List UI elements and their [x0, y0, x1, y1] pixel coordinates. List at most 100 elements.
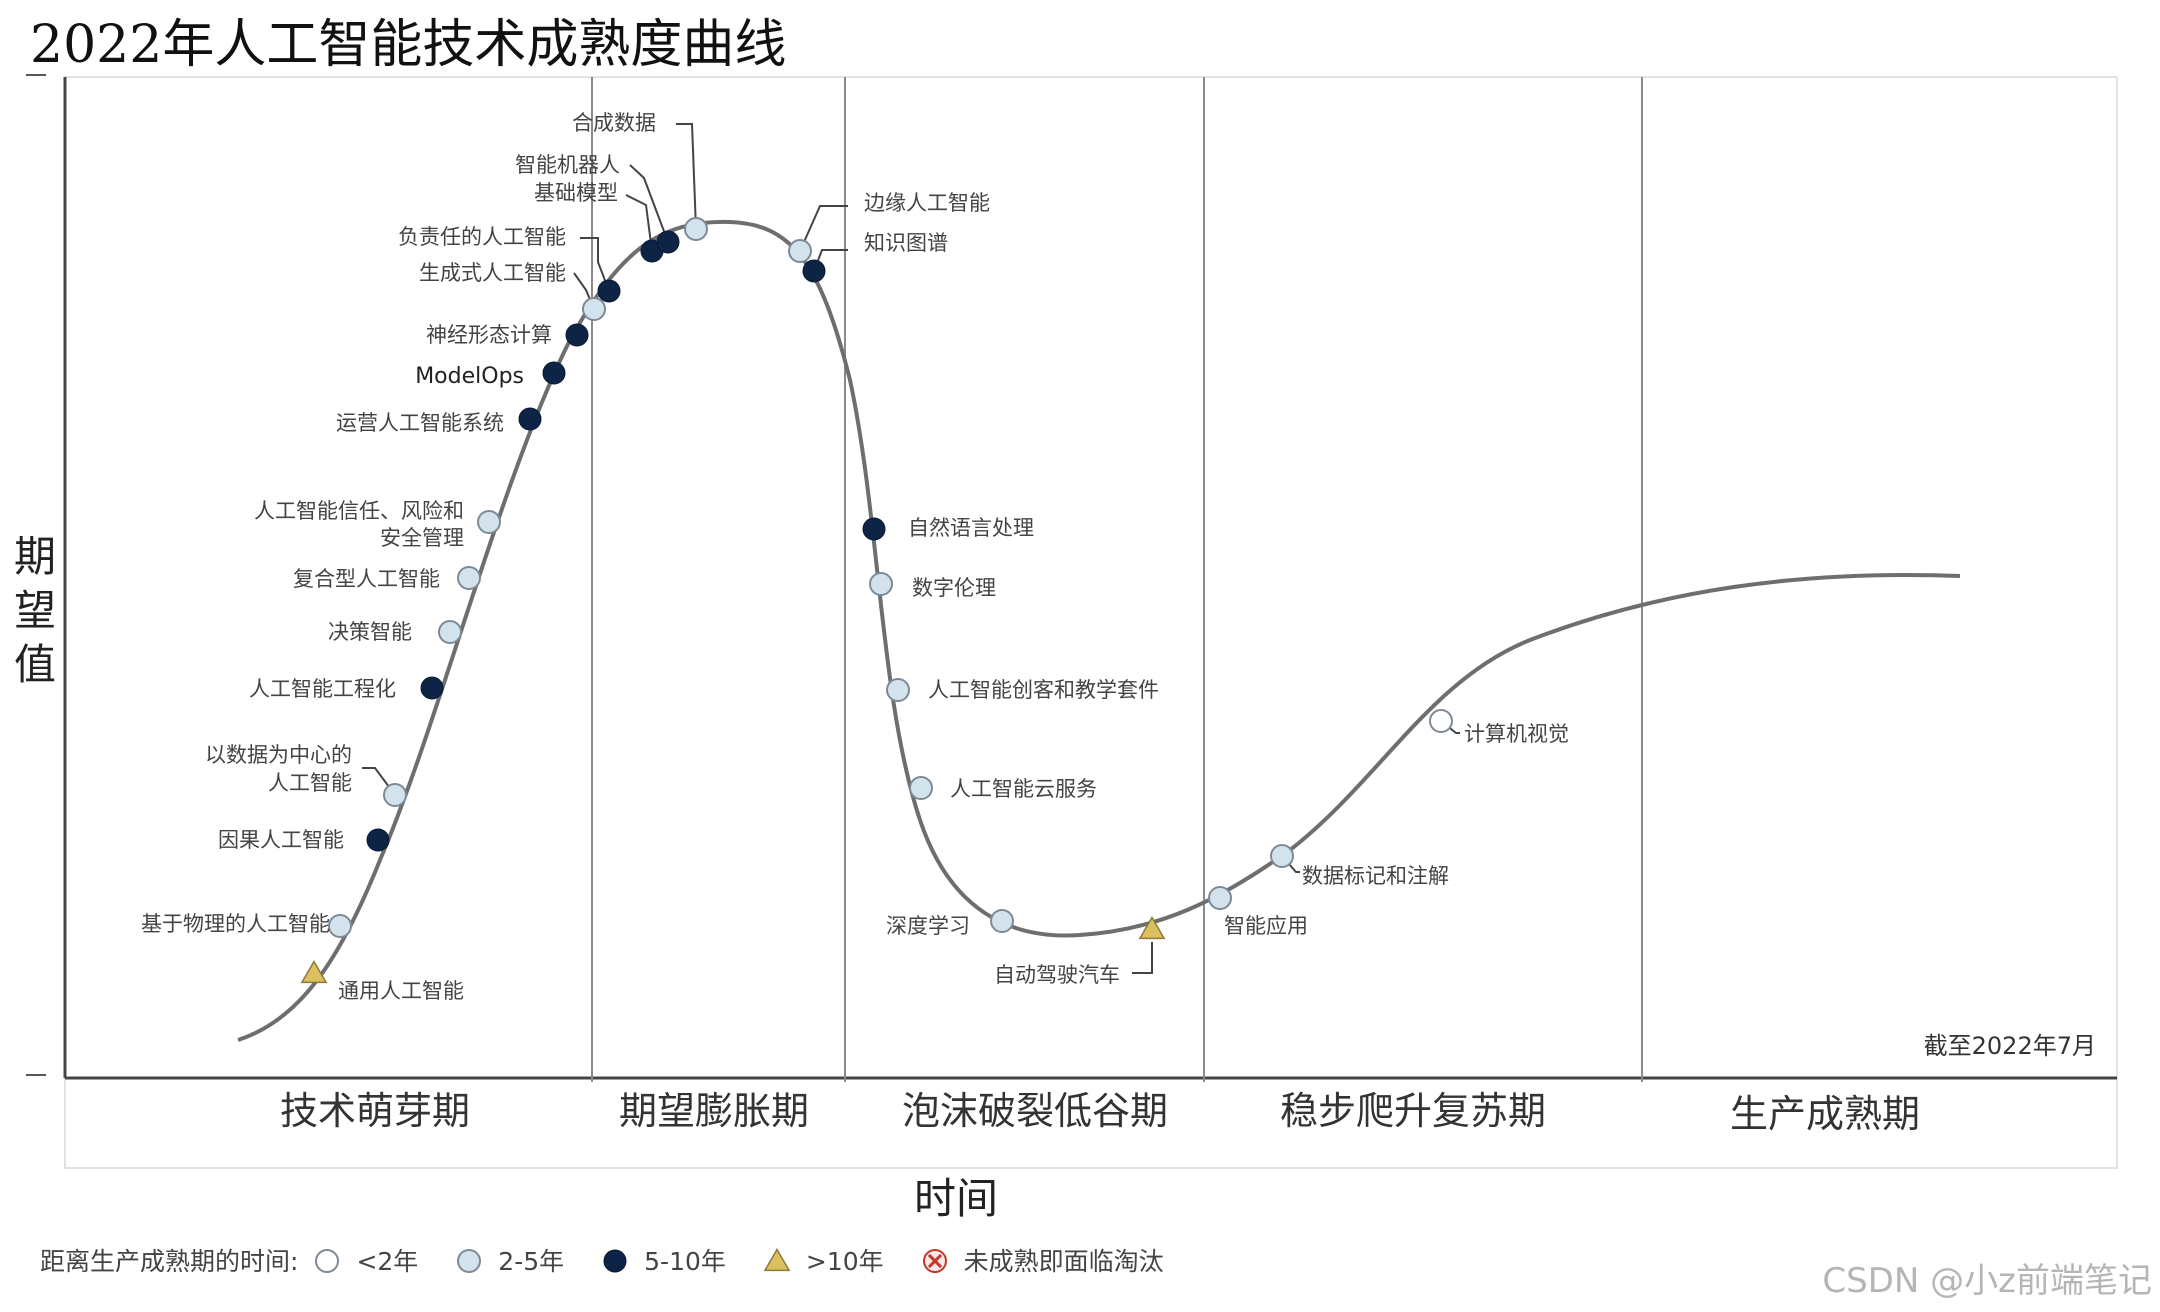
- data-point: [909, 776, 933, 800]
- point-label: 以数据为中心的人工智能: [205, 743, 352, 795]
- legend-item-lt2: <2年: [312, 1242, 418, 1278]
- point-label: 人工智能信任、风险和安全管理: [254, 499, 464, 550]
- legend-label: <2年: [356, 1247, 419, 1276]
- phase-label-1: 技术萌芽期: [280, 1089, 470, 1133]
- point-label: 通用人工智能: [338, 979, 464, 1003]
- point-label: 智能应用: [1224, 914, 1308, 938]
- data-point: [862, 517, 886, 541]
- data-points: [300, 217, 1453, 984]
- data-point: [420, 676, 444, 700]
- point-label: 计算机视觉: [1464, 722, 1569, 746]
- data-point: [684, 217, 708, 241]
- legend-title: 距离生产成熟期的时间:: [40, 1247, 299, 1276]
- point-label: 因果人工智能: [218, 828, 344, 852]
- legend-marker-shape: [457, 1249, 482, 1273]
- point-label: 运营人工智能系统: [336, 411, 504, 435]
- watermark: CSDN @小z前端笔记: [1822, 1261, 2152, 1301]
- point-label: 负责任的人工智能: [398, 225, 566, 249]
- legend-items: <2年 2-5年 5-10年 >10年 未成熟即面临淘汰: [312, 1242, 1199, 1278]
- point-label: 基础模型: [534, 181, 618, 205]
- data-point: [990, 909, 1014, 933]
- leader-line: [1132, 942, 1153, 974]
- point-label-line: 以数据为中心的: [205, 743, 352, 767]
- point-label-line: 安全管理: [380, 526, 464, 550]
- legend-marker-shape: [763, 1248, 791, 1272]
- point-label-line: 人工智能信任、风险和: [254, 499, 464, 523]
- data-point: [457, 566, 481, 590]
- legend-label: 2-5年: [498, 1247, 565, 1276]
- legend-item-5to10: 5-10年: [600, 1242, 726, 1278]
- chart-title: 2022年人工智能技术成熟度曲线: [30, 15, 787, 75]
- data-point: [300, 960, 328, 984]
- point-label: 人工智能工程化: [249, 677, 396, 701]
- x-axis-label: 时间: [914, 1174, 999, 1223]
- legend-label: 未成熟即面临淘汰: [963, 1247, 1164, 1276]
- data-point: [438, 620, 462, 644]
- legend-marker-2to5: [457, 1249, 482, 1273]
- data-point: [477, 510, 501, 534]
- point-label: 人工智能创客和教学套件: [928, 678, 1159, 702]
- phase-label-5: 生产成熟期: [1730, 1092, 1920, 1136]
- legend-item-gt10: >10年: [762, 1242, 884, 1278]
- leader-line: [629, 164, 669, 243]
- data-point: [518, 407, 542, 431]
- data-point: [656, 230, 680, 254]
- y-axis-label-char: 期: [13, 532, 56, 581]
- point-label: 生成式人工智能: [419, 261, 566, 285]
- y-axis-label: 期望值: [10, 530, 60, 692]
- y-axis-label-char: 望: [13, 586, 56, 635]
- leader-line: [580, 237, 610, 292]
- data-point: [366, 828, 390, 852]
- hype-curve: [237, 219, 1961, 1042]
- legend-marker-shape: [922, 1249, 947, 1273]
- data-point: [582, 297, 606, 321]
- point-label: 知识图谱: [864, 231, 948, 255]
- point-label: 复合型人工智能: [293, 567, 440, 591]
- point-label: 决策智能: [328, 620, 412, 644]
- phase-label-2: 期望膨胀期: [619, 1089, 809, 1133]
- phase-labels: 技术萌芽期 期望膨胀期 泡沫破裂低谷期 稳步爬升复苏期 生产成熟期: [280, 1089, 1920, 1136]
- legend-marker-gt10: [763, 1248, 791, 1272]
- data-point: [328, 914, 352, 938]
- data-point: [802, 259, 826, 283]
- data-point: [869, 572, 893, 596]
- legend-marker-shape: [315, 1249, 340, 1273]
- point-label: 神经形态计算: [426, 323, 552, 347]
- point-label: 自然语言处理: [908, 516, 1034, 540]
- legend-marker-obsolete: [922, 1249, 947, 1273]
- data-point: [1208, 886, 1232, 910]
- data-point: [886, 678, 910, 702]
- legend-label: 5-10年: [644, 1247, 726, 1276]
- point-label: 合成数据: [572, 111, 656, 135]
- point-label: 数字伦理: [912, 576, 996, 600]
- point-label: 边缘人工智能: [864, 191, 990, 215]
- legend-marker-lt2: [315, 1249, 340, 1273]
- legend-marker-shape: [603, 1249, 627, 1273]
- y-axis-label-char: 值: [13, 640, 56, 689]
- point-label: 自动驾驶汽车: [994, 963, 1120, 987]
- legend-label: >10年: [805, 1247, 884, 1276]
- data-point: [1138, 916, 1166, 940]
- legend-item-obsolete: 未成熟即面临淘汰: [920, 1242, 1164, 1278]
- data-point: [597, 279, 621, 303]
- leader-line: [625, 194, 653, 252]
- point-label: ModelOps: [415, 364, 524, 389]
- point-label: 数据标记和注解: [1302, 864, 1449, 888]
- chart-note: 截至2022年7月: [1924, 1032, 2096, 1060]
- legend-marker-5to10: [603, 1249, 627, 1273]
- point-label: 深度学习: [886, 914, 970, 938]
- chart-frame: [26, 74, 2118, 1169]
- point-label: 人工智能云服务: [950, 777, 1097, 801]
- data-point: [788, 239, 812, 263]
- legend: 距离生产成熟期的时间: <2年 2-5年 5-10年 >10年 未成熟即面临淘汰: [40, 1238, 1200, 1282]
- phase-label-4: 稳步爬升复苏期: [1280, 1089, 1546, 1133]
- data-point: [383, 783, 407, 807]
- leader-line: [676, 123, 697, 230]
- legend-item-2to5: 2-5年: [454, 1242, 564, 1278]
- data-point: [1429, 709, 1453, 733]
- data-point: [542, 361, 566, 385]
- data-point: [1270, 844, 1294, 868]
- point-label: 智能机器人: [515, 153, 620, 177]
- data-point: [565, 323, 589, 347]
